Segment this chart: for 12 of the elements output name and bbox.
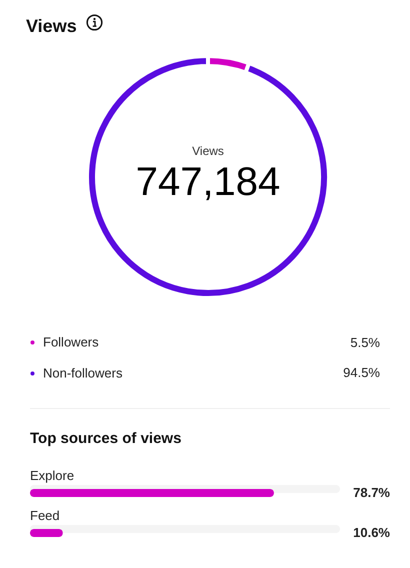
chart-title: Views [26,16,77,36]
legend-label: Followers [43,334,100,350]
data-label: 5.5% [350,335,380,350]
text: Views [192,144,224,158]
y-tick-label: Explore [30,468,74,483]
data-label: 94.5% [343,365,380,380]
data-label: 78.7% [353,485,390,500]
y-tick-label: Feed [30,508,60,523]
text: 747,184 [136,160,280,204]
chart-title: Top sources of views [30,430,182,447]
legend-label: Non-followers [43,366,123,380]
data-label: 10.6% [353,525,390,540]
